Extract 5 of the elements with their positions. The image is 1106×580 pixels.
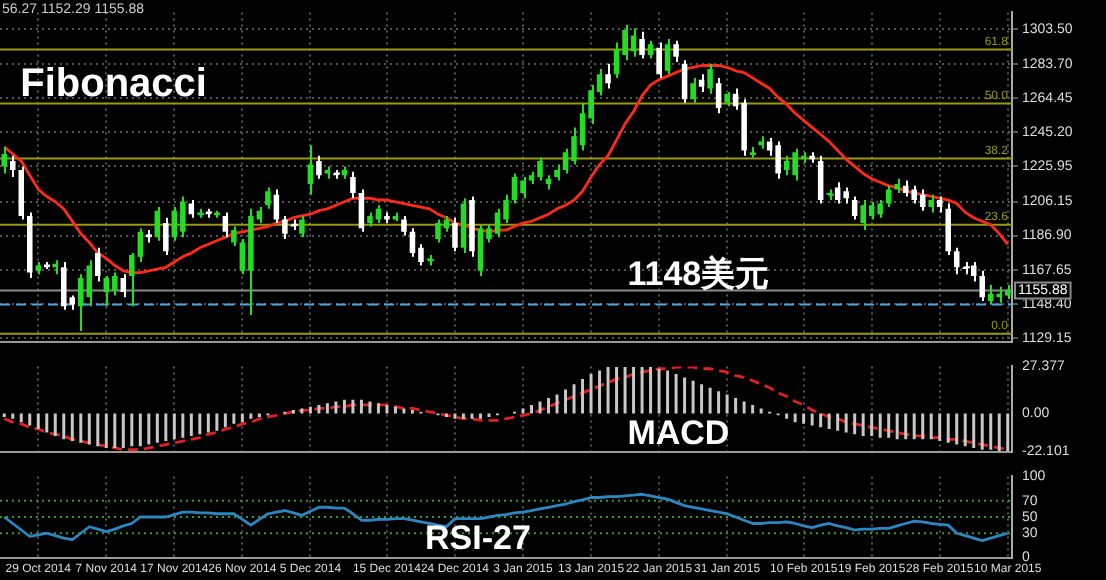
line-series (2, 366, 1010, 452)
annotation: 1148美元 (627, 254, 770, 293)
text: Fibonacci (20, 61, 207, 106)
text: MACD (627, 413, 730, 452)
text: RSI-27 (425, 519, 531, 558)
